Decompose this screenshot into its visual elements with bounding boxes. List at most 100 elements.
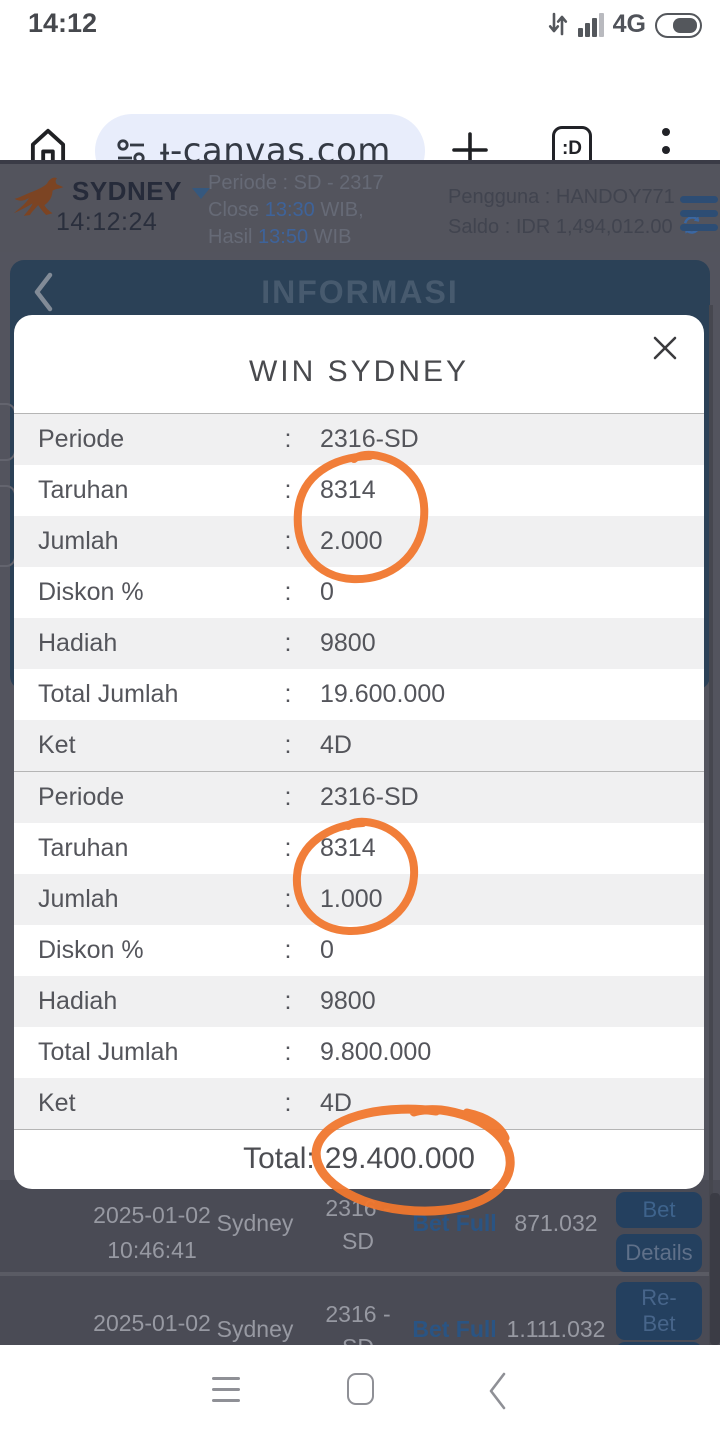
- modal-row: Taruhan:8314: [14, 465, 704, 516]
- bet-button[interactable]: Bet: [616, 1192, 702, 1228]
- row-colon: :: [284, 1089, 292, 1117]
- close-x-icon: [653, 336, 677, 360]
- total-label: Total:: [243, 1142, 315, 1175]
- back-button[interactable]: [32, 272, 54, 317]
- row-value: 2316-SD: [320, 783, 419, 811]
- modal-row: Jumlah:1.000: [14, 874, 704, 925]
- battery-icon: [655, 13, 702, 38]
- balance-line: Saldo : IDR 1,494,012.00: [448, 212, 703, 245]
- row-value: 4D: [320, 1089, 352, 1117]
- nav-back-chevron-icon: [489, 1372, 506, 1410]
- row-label: Diskon %: [38, 578, 144, 606]
- row-value: 2.000: [320, 527, 383, 555]
- status-bar: 14:12 4G: [0, 0, 720, 46]
- row-colon: :: [284, 731, 292, 759]
- cell-amount: 1.111.032: [506, 1316, 606, 1342]
- row-colon: :: [284, 1038, 292, 1066]
- modal-row: Hadiah:9800: [14, 618, 704, 669]
- modal-row: Total Jumlah:19.600.000: [14, 669, 704, 720]
- nav-home-button[interactable]: [347, 1373, 374, 1405]
- history-row: 2025-01-02 10:46:41 Sydney 2316 - SD Bet F…: [0, 1180, 720, 1272]
- bet-detail-block: Periode:2316-SD Taruhan:8314 Jumlah:2.00…: [14, 414, 704, 771]
- periode-line: Periode : SD - 2317: [208, 172, 384, 194]
- draw-schedule: Periode : SD - 2317 Close 13:30 WIB, Has…: [208, 170, 384, 251]
- username-line: Pengguna : HANDOY771: [448, 186, 675, 208]
- rebet-button[interactable]: Re-Bet: [616, 1282, 702, 1340]
- row-label: Taruhan: [38, 834, 129, 862]
- page-top-strip: [0, 160, 720, 164]
- details-button[interactable]: Details: [616, 1234, 702, 1272]
- modal-row: Ket:4D: [14, 720, 704, 771]
- row-value: 2316-SD: [320, 425, 419, 453]
- row-value: 8314: [320, 834, 376, 862]
- row-label: Periode: [38, 783, 125, 811]
- scrollbar-thumb[interactable]: [710, 1193, 720, 1345]
- modal-row: Diskon %:0: [14, 567, 704, 618]
- bet-full-link[interactable]: Bet Full: [412, 1210, 497, 1236]
- modal-row: Total Jumlah:9.800.000: [14, 1027, 704, 1078]
- row-value: 9.800.000: [320, 1038, 432, 1066]
- modal-close-button[interactable]: [650, 333, 680, 363]
- bet-full-link[interactable]: Bet Full: [412, 1316, 497, 1342]
- modal-row: Hadiah:9800: [14, 976, 704, 1027]
- tab-count-badge: :D: [561, 138, 583, 159]
- row-separator: [0, 1272, 720, 1276]
- market-selector[interactable]: SYDNEY: [72, 176, 210, 207]
- row-colon: :: [284, 527, 292, 555]
- row-value: 19.600.000: [320, 680, 446, 708]
- bet-detail-block: Periode:2316-SD Taruhan:8314 Jumlah:1.00…: [14, 771, 704, 1129]
- dot-icon: [662, 146, 670, 154]
- row-colon: :: [284, 476, 292, 504]
- kangaroo-logo-icon: [13, 177, 64, 216]
- row-value: 4D: [320, 731, 352, 759]
- hamburger-menu-button[interactable]: [680, 196, 718, 240]
- chevron-down-icon: [191, 188, 210, 199]
- nav-menu-button[interactable]: [212, 1377, 240, 1407]
- modal-header: WIN SYDNEY: [14, 315, 704, 414]
- row-colon: :: [284, 629, 292, 657]
- dot-icon: [662, 128, 670, 136]
- row-label: Periode: [38, 425, 125, 453]
- cell-amount: 871.032: [514, 1210, 598, 1236]
- site-header: SYDNEY 14:12:24 Periode : SD - 2317 Clos…: [0, 164, 720, 252]
- signal-icon: [577, 11, 604, 38]
- row-label: Total Jumlah: [38, 680, 179, 708]
- row-label: Taruhan: [38, 476, 129, 504]
- row-value: 9800: [320, 987, 376, 1015]
- row-colon: :: [284, 680, 292, 708]
- modal-row: Ket:4D: [14, 1078, 704, 1129]
- account-info: Pengguna : HANDOY771 Saldo : IDR 1,494,0…: [448, 182, 703, 245]
- cell-periode: 2316 -SD: [325, 1301, 391, 1345]
- close-line: Close 13:30 WIB,: [208, 199, 364, 221]
- cell-market: Sydney: [216, 1210, 294, 1236]
- back-chevron-icon: [34, 272, 53, 312]
- data-transfer-icon: [548, 12, 567, 36]
- row-value: 1.000: [320, 885, 383, 913]
- row-label: Diskon %: [38, 936, 144, 964]
- modal-row: Periode:2316-SD: [14, 414, 704, 465]
- row-label: Jumlah: [38, 527, 119, 555]
- row-value: 9800: [320, 629, 376, 657]
- row-colon: :: [284, 936, 292, 964]
- win-modal: WIN SYDNEY Periode:2316-SD Taruhan:8314 …: [14, 315, 704, 1189]
- row-label: Hadiah: [38, 629, 118, 657]
- scrollbar-track: [709, 305, 713, 1345]
- row-value: 8314: [320, 476, 376, 504]
- row-colon: :: [284, 987, 292, 1015]
- nav-back-button[interactable]: [488, 1372, 506, 1415]
- button-fragment[interactable]: [616, 1342, 702, 1345]
- modal-total: Total: 29.400.000: [14, 1129, 704, 1188]
- network-type: 4G: [612, 10, 646, 38]
- row-label: Hadiah: [38, 987, 118, 1015]
- total-value: 29.400.000: [324, 1142, 475, 1175]
- row-colon: :: [284, 783, 292, 811]
- android-nav-bar: [0, 1345, 720, 1440]
- row-label: Jumlah: [38, 885, 119, 913]
- browser-toolbar: ɟ-canvas.com :D: [0, 46, 720, 188]
- modal-title: WIN SYDNEY: [248, 355, 470, 388]
- cell-datetime: 2025-01-02 10:46:41: [93, 1202, 211, 1263]
- row-value: 0: [320, 936, 334, 964]
